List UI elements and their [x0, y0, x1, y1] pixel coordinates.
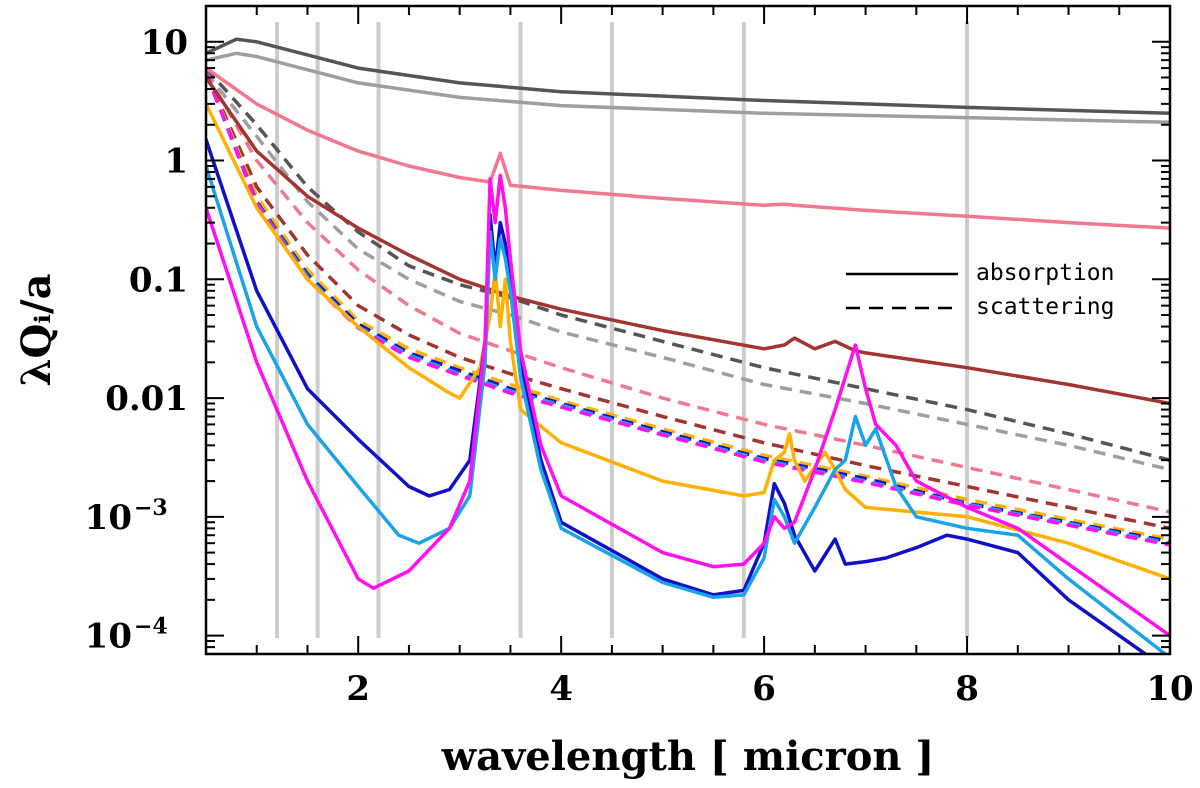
plot-frame — [204, 4, 1172, 656]
absorption-series-line — [206, 51, 1170, 125]
x-tick-label: 8 — [955, 669, 979, 709]
y-tick-label: 0.1 — [129, 260, 188, 300]
scattering-series-line — [206, 71, 1170, 544]
scattering-series-line — [206, 71, 1170, 541]
legend-label: scattering — [976, 294, 1114, 320]
y-tick-exponent: −4 — [134, 614, 168, 640]
y-tick-label: 0.01 — [105, 379, 188, 419]
y-tick-label: 10 — [85, 617, 132, 657]
scattering-series-line — [206, 71, 1170, 531]
x-tick-label: 10 — [1146, 669, 1193, 709]
absorption-series-line — [206, 164, 1168, 654]
absorption-series-line — [206, 102, 1170, 581]
y-tick-label: 1 — [164, 142, 188, 182]
x-tick-label: 2 — [346, 669, 370, 709]
scattering-series-line — [206, 66, 1170, 462]
y-tick-exponent: −3 — [134, 495, 168, 521]
absorption-series-line — [206, 75, 1170, 406]
absorption-series-line — [206, 137, 1149, 654]
y-tick-label: 10 — [141, 23, 188, 63]
legend: absorption scattering — [846, 260, 1114, 320]
series-layer — [206, 37, 1170, 654]
x-tick-label: 4 — [549, 669, 573, 709]
scattering-series-line — [206, 71, 1170, 472]
x-tick-label: 6 — [752, 669, 776, 709]
y-tick-label: 10 — [85, 498, 132, 538]
reference-lines — [275, 22, 970, 638]
absorption-series-line — [206, 37, 1170, 116]
scattering-series-line — [206, 71, 1170, 514]
y-axis-title: λQᵢ/a — [13, 274, 60, 387]
absorption-series-line — [206, 173, 1170, 638]
absorption-series-line — [206, 66, 1170, 230]
x-axis-title: wavelength [ micron ] — [441, 733, 935, 780]
legend-label: absorption — [976, 260, 1114, 286]
axis-ticks — [206, 5, 1171, 655]
